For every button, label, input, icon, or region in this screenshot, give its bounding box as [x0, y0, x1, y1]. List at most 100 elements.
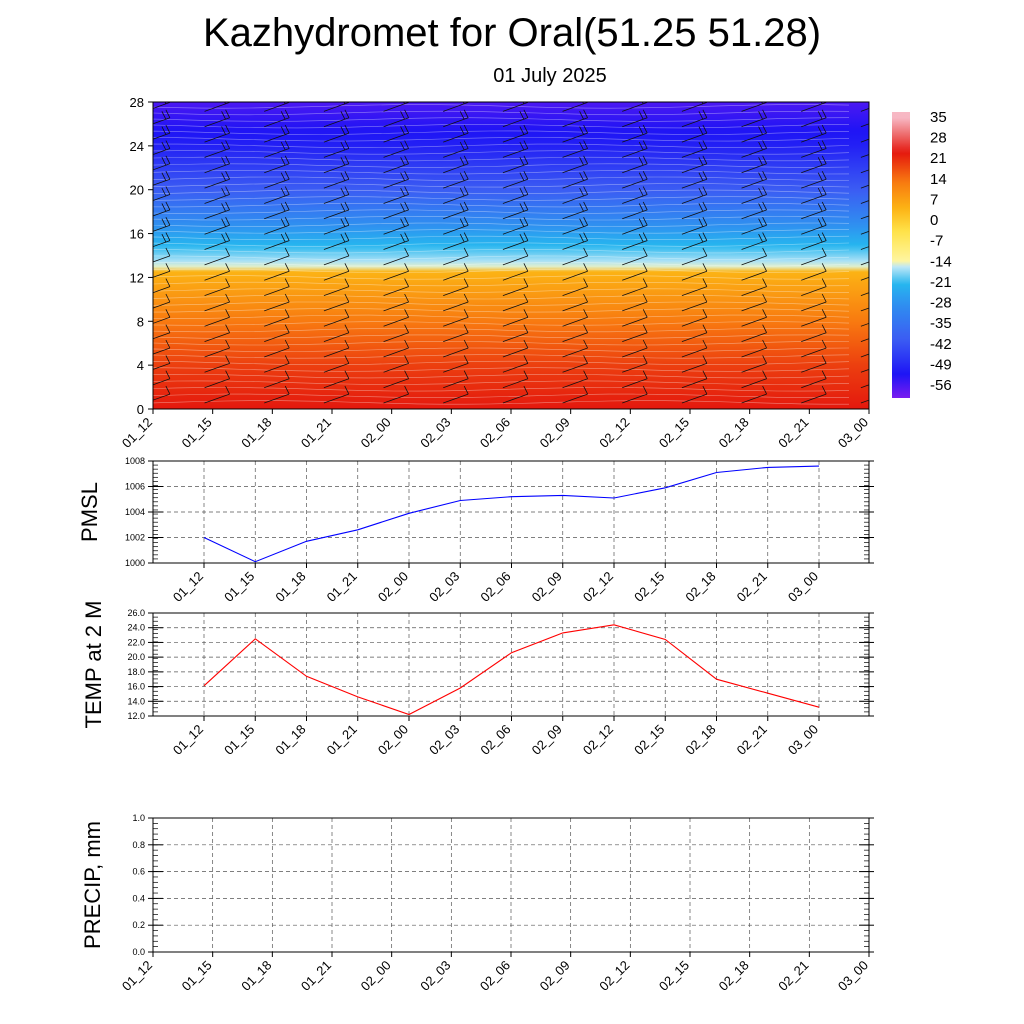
wind-barb	[622, 247, 648, 266]
wind-barb	[502, 232, 529, 250]
wind-barb	[562, 263, 588, 281]
wind-barb	[153, 109, 171, 125]
wind-barb	[502, 247, 529, 266]
colorbar-label: -21	[930, 274, 952, 291]
precip-y-tick-label: 1.0	[132, 813, 145, 823]
wind-barb	[860, 322, 869, 327]
wind-barb	[622, 201, 648, 220]
wind-barb	[502, 102, 529, 112]
wind-barb	[323, 293, 350, 312]
wind-barb	[681, 263, 708, 281]
precip-x-tick-label: 02_18	[716, 958, 752, 994]
heatmap-x-tick-label: 02_18	[716, 415, 752, 451]
isotherm	[153, 123, 850, 129]
wind-barb	[860, 184, 869, 189]
wind-barb	[264, 140, 290, 158]
wind-barb	[264, 201, 290, 220]
wind-barb	[443, 109, 469, 128]
wind-barb	[562, 201, 588, 220]
precip-frame	[152, 817, 870, 953]
wind-barb	[323, 155, 350, 174]
wind-barb	[443, 201, 469, 220]
precip-y-tick-label: 0.8	[132, 840, 145, 850]
heatmap-y-tick-label: 20	[130, 183, 144, 198]
wind-barb	[443, 370, 469, 389]
wind-barb	[323, 355, 350, 373]
wind-barb	[801, 263, 827, 281]
wind-barb	[502, 370, 529, 389]
isotherm	[153, 176, 850, 181]
wind-barb	[801, 339, 827, 358]
temp2m-y-tick-label: 26.0	[127, 608, 145, 618]
wind-barb	[860, 261, 869, 266]
pmsl-y-tick-label: 1004	[125, 507, 145, 517]
heatmap-x-tick-label: 01_15	[179, 415, 215, 451]
wind-barb	[204, 186, 230, 204]
precip-x-tick-label: 02_09	[537, 958, 573, 994]
wind-barb	[860, 200, 869, 204]
wind-barb	[443, 309, 469, 327]
temp2m-series-line	[203, 624, 820, 716]
wind-barb	[443, 324, 469, 342]
isotherm	[153, 242, 850, 247]
wind-barb	[562, 247, 588, 266]
wind-barb	[622, 263, 648, 281]
precip-minor-ticks	[153, 817, 869, 953]
wind-barb	[681, 201, 708, 220]
wind-barb	[502, 385, 529, 404]
heatmap-x-tick-label: 02_21	[775, 415, 811, 451]
temp2m-x-tick-label: 02_18	[682, 722, 718, 758]
wind-barb	[264, 217, 290, 235]
heatmap-field	[153, 102, 869, 409]
wind-barb	[801, 155, 827, 174]
wind-barb	[443, 278, 469, 296]
wind-barb	[204, 339, 230, 358]
wind-barb	[502, 201, 529, 220]
temp2m-x-tick-label: 02_06	[477, 722, 513, 758]
chart-title: Kazhydromet for Oral(51.25 51.28)	[202, 11, 822, 55]
wind-barb	[622, 109, 648, 128]
wind-barb	[860, 246, 869, 250]
temp2m-frame	[152, 612, 870, 717]
wind-barb	[383, 355, 409, 373]
pmsl-x-tick-label: 02_06	[477, 569, 513, 605]
wind-barb	[264, 385, 290, 404]
wind-barb	[204, 263, 230, 281]
wind-barb	[502, 171, 529, 189]
isotherm	[153, 229, 849, 234]
temp2m-y-tick-label: 24.0	[127, 623, 145, 633]
wind-barb	[443, 171, 469, 189]
isotherm	[153, 301, 850, 306]
wind-barb	[323, 102, 350, 112]
pmsl-x-tick-label: 02_21	[734, 569, 770, 605]
wind-barb	[383, 263, 409, 281]
wind-barb	[323, 370, 350, 389]
temp2m-y-tick-label: 14.0	[127, 696, 145, 706]
precip-x-tick-label: 01_15	[179, 958, 215, 994]
wind-barb	[562, 293, 588, 312]
wind-barb	[204, 201, 230, 220]
colorbar-label: -42	[930, 336, 952, 353]
wind-barb	[443, 217, 469, 235]
wind-barb	[264, 278, 290, 296]
temp2m-y-axis-label: TEMP at 2 M	[81, 601, 106, 729]
wind-barb	[741, 155, 767, 174]
wind-barb	[801, 385, 827, 404]
wind-barb	[204, 109, 230, 128]
wind-barb	[502, 263, 529, 281]
wind-barb	[860, 338, 869, 342]
wind-barb	[741, 201, 767, 220]
wind-barb	[502, 124, 529, 143]
temp2m-x-tick-label: 02_15	[631, 722, 667, 758]
wind-barb	[801, 124, 827, 143]
wind-barb	[443, 140, 469, 158]
wind-barb	[801, 370, 827, 389]
isotherm	[153, 170, 850, 175]
colorbar-label: -28	[930, 295, 952, 312]
pmsl-y-tick-label: 1008	[125, 456, 145, 466]
pmsl-x-tick-label: 03_00	[785, 569, 821, 605]
wind-barb	[383, 186, 409, 204]
wind-barb	[443, 124, 469, 143]
wind-barb	[264, 171, 290, 189]
temp2m-x-tick-label: 02_09	[529, 722, 565, 758]
